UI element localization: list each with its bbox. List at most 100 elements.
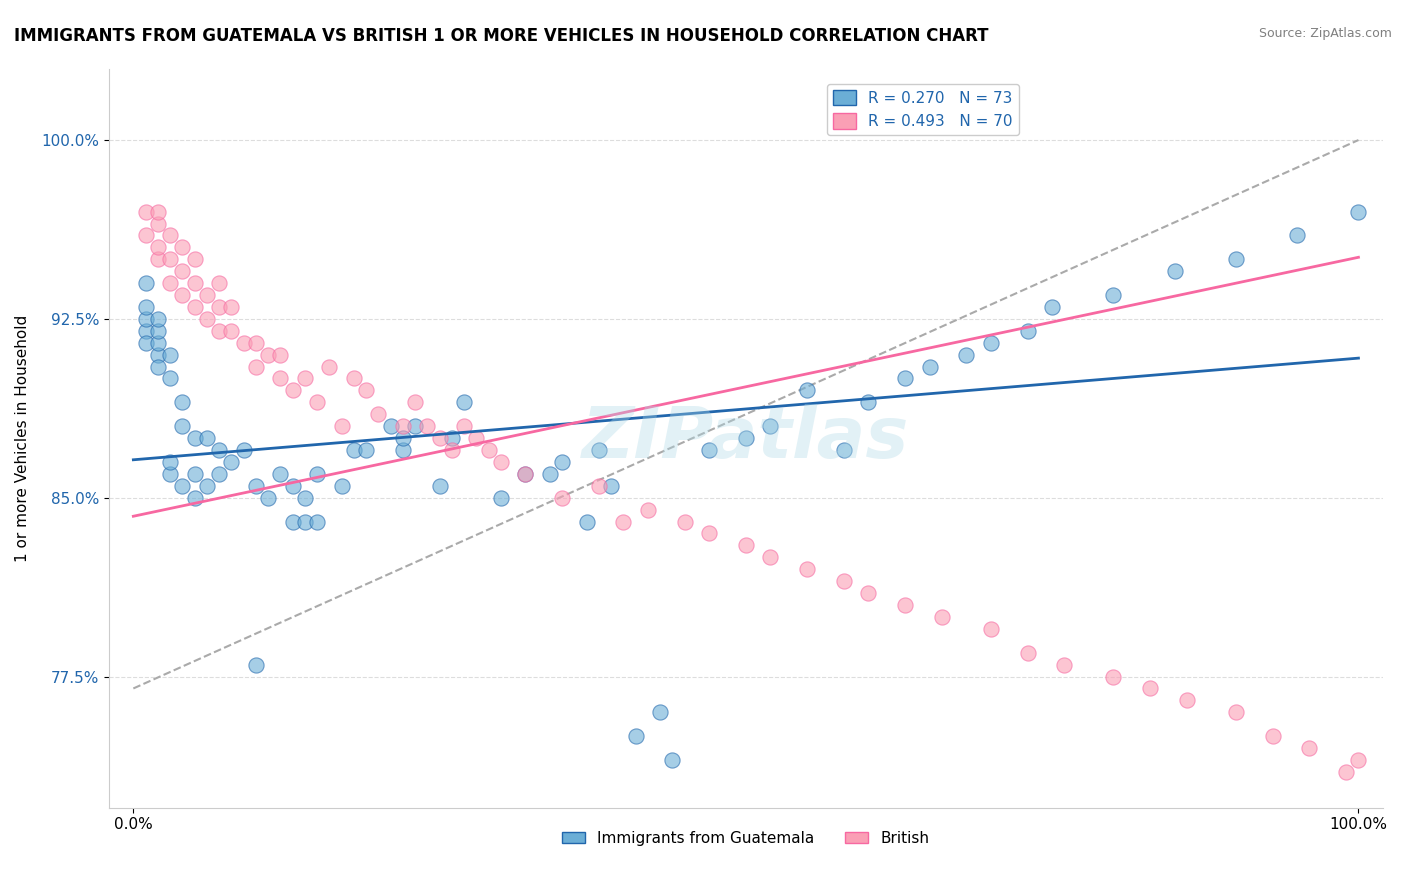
Point	[159, 467, 181, 481]
Point	[135, 324, 157, 338]
Point	[588, 443, 610, 458]
Point	[1175, 693, 1198, 707]
Point	[429, 479, 451, 493]
Point	[1286, 228, 1309, 243]
Point	[955, 348, 977, 362]
Point	[612, 515, 634, 529]
Point	[392, 431, 415, 445]
Point	[796, 384, 818, 398]
Point	[245, 359, 267, 374]
Point	[918, 359, 941, 374]
Point	[269, 467, 291, 481]
Point	[159, 371, 181, 385]
Point	[146, 217, 169, 231]
Point	[232, 443, 254, 458]
Point	[146, 311, 169, 326]
Point	[208, 324, 231, 338]
Point	[931, 610, 953, 624]
Point	[294, 491, 316, 505]
Point	[489, 491, 512, 505]
Point	[1334, 764, 1357, 779]
Point	[858, 586, 880, 600]
Point	[269, 348, 291, 362]
Point	[172, 419, 194, 434]
Point	[515, 467, 537, 481]
Point	[551, 491, 574, 505]
Point	[1017, 646, 1039, 660]
Point	[515, 467, 537, 481]
Point	[172, 395, 194, 409]
Point	[392, 443, 415, 458]
Point	[759, 419, 782, 434]
Point	[354, 443, 377, 458]
Point	[759, 550, 782, 565]
Point	[330, 479, 353, 493]
Point	[183, 491, 205, 505]
Point	[650, 706, 672, 720]
Point	[135, 228, 157, 243]
Point	[416, 419, 439, 434]
Point	[195, 311, 218, 326]
Point	[453, 395, 475, 409]
Point	[281, 515, 304, 529]
Point	[221, 455, 243, 469]
Point	[735, 538, 758, 552]
Point	[245, 657, 267, 672]
Point	[575, 515, 598, 529]
Point	[588, 479, 610, 493]
Y-axis label: 1 or more Vehicles in Household: 1 or more Vehicles in Household	[15, 315, 30, 562]
Point	[208, 467, 231, 481]
Point	[183, 252, 205, 267]
Point	[1102, 288, 1125, 302]
Point	[894, 371, 917, 385]
Point	[281, 479, 304, 493]
Point	[661, 753, 683, 767]
Point	[135, 300, 157, 314]
Point	[796, 562, 818, 576]
Point	[195, 479, 218, 493]
Point	[208, 300, 231, 314]
Point	[697, 443, 720, 458]
Point	[159, 455, 181, 469]
Point	[330, 419, 353, 434]
Text: Source: ZipAtlas.com: Source: ZipAtlas.com	[1258, 27, 1392, 40]
Text: ZIPatlas: ZIPatlas	[582, 403, 910, 473]
Point	[245, 335, 267, 350]
Point	[135, 335, 157, 350]
Point	[735, 431, 758, 445]
Point	[183, 467, 205, 481]
Point	[1139, 681, 1161, 696]
Point	[159, 252, 181, 267]
Point	[195, 288, 218, 302]
Point	[832, 574, 855, 589]
Point	[146, 348, 169, 362]
Point	[172, 264, 194, 278]
Point	[1163, 264, 1185, 278]
Point	[980, 622, 1002, 636]
Point	[281, 384, 304, 398]
Point	[221, 324, 243, 338]
Text: IMMIGRANTS FROM GUATEMALA VS BRITISH 1 OR MORE VEHICLES IN HOUSEHOLD CORRELATION: IMMIGRANTS FROM GUATEMALA VS BRITISH 1 O…	[14, 27, 988, 45]
Point	[257, 491, 280, 505]
Point	[195, 431, 218, 445]
Point	[183, 276, 205, 290]
Point	[478, 443, 501, 458]
Point	[318, 359, 340, 374]
Point	[832, 443, 855, 458]
Point	[208, 443, 231, 458]
Point	[624, 729, 647, 743]
Point	[307, 467, 329, 481]
Point	[146, 335, 169, 350]
Point	[183, 300, 205, 314]
Point	[404, 419, 426, 434]
Point	[404, 395, 426, 409]
Point	[269, 371, 291, 385]
Point	[146, 359, 169, 374]
Point	[538, 467, 561, 481]
Point	[637, 502, 659, 516]
Point	[294, 515, 316, 529]
Point	[307, 395, 329, 409]
Point	[1347, 753, 1369, 767]
Point	[1261, 729, 1284, 743]
Point	[600, 479, 623, 493]
